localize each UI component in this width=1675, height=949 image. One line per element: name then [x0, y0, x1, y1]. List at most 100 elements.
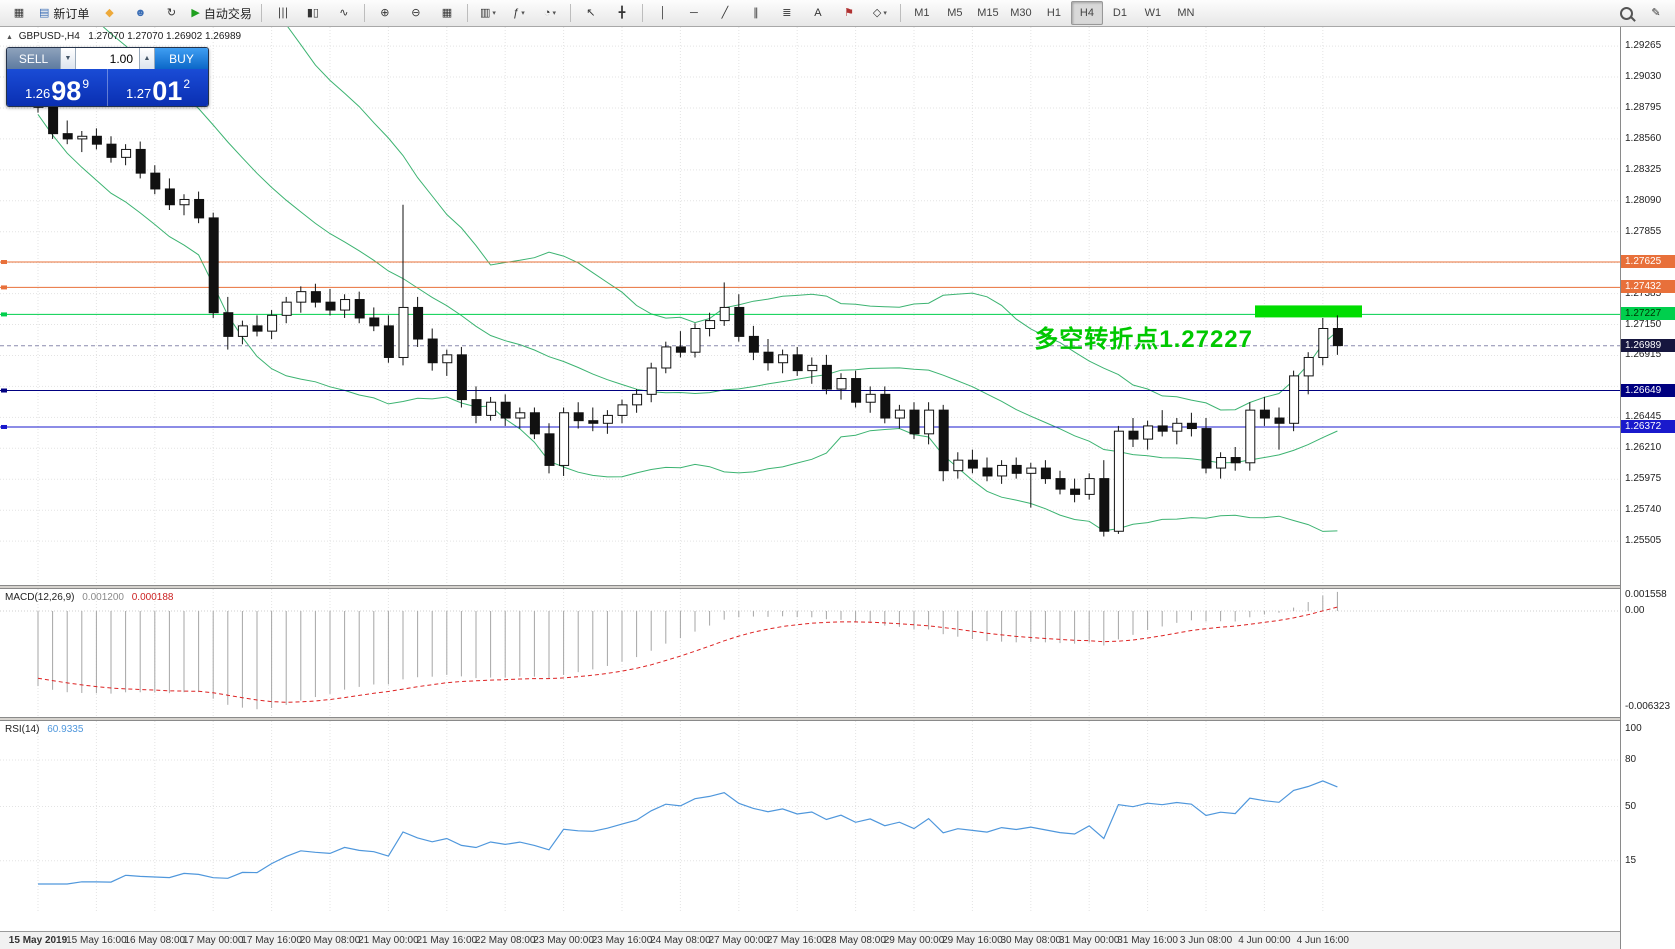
time-axis-label: 27 May 00:00	[708, 935, 770, 946]
macd-canvas[interactable]	[0, 589, 1620, 717]
tile-icon: ▦	[441, 6, 453, 19]
rsi-canvas[interactable]	[0, 721, 1620, 913]
annotation-text[interactable]: 多空转折点1.27227	[1034, 326, 1253, 353]
timeframe-w1-button[interactable]: W1	[1144, 7, 1162, 19]
vertical-line-button[interactable]: │	[648, 1, 678, 25]
line-chart-button[interactable]: ∿	[329, 1, 359, 25]
bar-chart-button[interactable]: ∣∣∣	[267, 1, 297, 25]
candle	[1113, 430, 1124, 532]
candle	[851, 378, 862, 403]
autotrading-label: 自动交易	[203, 6, 252, 21]
candle	[456, 354, 467, 401]
candle	[763, 351, 774, 364]
time-axis[interactable]: 15 May 2019 15 May 16:00 16 May 08:00 17 Ma…	[0, 931, 1620, 949]
zoom-out-button[interactable]: ⊖	[401, 1, 431, 25]
text-button[interactable]: A	[803, 1, 833, 25]
timeframe-m30-button[interactable]: M30	[1010, 7, 1032, 19]
candle	[617, 404, 628, 416]
candle	[909, 409, 920, 435]
market-watch-button[interactable]: ◆	[94, 1, 124, 25]
periods-button[interactable]: ◔ ▾	[535, 1, 565, 25]
navigator-button[interactable]: ↻	[156, 1, 186, 25]
toolbar-separator	[363, 4, 365, 22]
highlight-rect	[1255, 305, 1362, 318]
candle	[1099, 478, 1110, 532]
clock-icon: ◔	[543, 6, 551, 19]
cursor-button[interactable]: ↖	[576, 1, 606, 25]
autotrading-button[interactable]: ▶ 自动交易	[187, 1, 255, 25]
timeframe-d1-button[interactable]: D1	[1112, 7, 1127, 19]
price-axis-label: 1.25740	[1625, 504, 1662, 516]
candle	[690, 328, 701, 353]
trendline-button[interactable]: ╱	[710, 1, 740, 25]
candle	[573, 412, 584, 422]
candle	[91, 135, 102, 145]
buy-button[interactable]: BUY	[155, 48, 208, 69]
candle	[340, 299, 351, 311]
cursor-icon: ↖	[586, 6, 596, 19]
tile-windows-button[interactable]: ▦	[432, 1, 462, 25]
fibonacci-button[interactable]: ≣	[772, 1, 802, 25]
candle	[1143, 425, 1154, 440]
label-button[interactable]: ⚑	[834, 1, 864, 25]
time-axis-label: 16 May 08:00	[124, 935, 186, 946]
edit-button[interactable]: ✎	[1641, 1, 1671, 25]
candle	[325, 301, 336, 311]
candle	[48, 106, 59, 135]
panel-separator[interactable]	[0, 585, 1620, 589]
candle	[1186, 422, 1197, 430]
toolbar-separator	[641, 4, 643, 22]
candle	[967, 459, 978, 469]
candle	[1172, 422, 1183, 432]
candle	[792, 354, 803, 372]
timeframe-m1-button[interactable]: M1	[914, 7, 930, 19]
play-icon: ▶	[191, 6, 200, 19]
vertical-line-icon: │	[659, 6, 667, 19]
timeframe-m15-button[interactable]: M15	[977, 7, 999, 19]
time-axis-label: 17 May 00:00	[182, 935, 244, 946]
time-axis-label: 15 May 2019	[8, 935, 68, 946]
candle	[938, 409, 949, 472]
data-window-button[interactable]: ☻	[125, 1, 155, 25]
indicators-button[interactable]: ƒ ▾	[504, 1, 534, 25]
toolbar-separator	[569, 4, 571, 22]
shapes-button[interactable]: ◇ ▾	[865, 1, 895, 25]
timeframe-mn-button[interactable]: MN	[1177, 7, 1195, 19]
buy-price[interactable]: 1.27 01 2	[125, 76, 191, 106]
price-axis-label: 1.27855	[1625, 225, 1662, 237]
main-chart-panel: ▲ GBPUSD-,H4 1.27070 1.27070 1.26902 1.2…	[0, 27, 1620, 585]
candle	[880, 393, 891, 419]
volume-decrease-button[interactable]: ▼	[60, 48, 76, 69]
volume-input[interactable]	[76, 50, 139, 67]
price-chart-canvas[interactable]	[0, 27, 1620, 585]
candle	[748, 335, 759, 353]
templates-button[interactable]: ▥ ▾	[473, 1, 503, 25]
crosshair-button[interactable]: ╋	[607, 1, 637, 25]
candlestick-chart-button[interactable]: ▮▯	[298, 1, 328, 25]
shapes-icon: ◇	[872, 6, 882, 19]
search-button[interactable]	[1611, 1, 1641, 25]
price-axis-label: 1.26445	[1625, 411, 1662, 423]
sell-button[interactable]: SELL	[7, 48, 60, 69]
new-order-button[interactable]: ▤ 新订单	[35, 1, 93, 25]
timeframe-m5-button[interactable]: M5	[947, 7, 963, 19]
sell-price[interactable]: 1.26 98 9	[7, 69, 108, 106]
rsi-axis-label: 80	[1625, 754, 1637, 765]
line-icon: ∿	[339, 6, 349, 19]
timeframe-h4-button[interactable]: H4	[1070, 1, 1103, 25]
price-axis-label: 1.29265	[1625, 40, 1662, 52]
volume-increase-button[interactable]: ▲	[139, 48, 155, 69]
panel-separator[interactable]	[0, 717, 1620, 721]
horizontal-line-button[interactable]: ─	[679, 1, 709, 25]
candle	[1332, 328, 1343, 347]
candle	[1084, 478, 1095, 495]
terminal-button[interactable]: ▦	[4, 1, 34, 25]
time-axis-label: 22 May 08:00	[474, 935, 536, 946]
fibonacci-icon: ≣	[782, 6, 792, 19]
zoom-in-button[interactable]: ⊕	[370, 1, 400, 25]
channel-button[interactable]: ∥	[741, 1, 771, 25]
candle	[413, 306, 424, 340]
price-axis[interactable]: 1.29265 1.29030 1.28795 1.28560 1.28325 1.280…	[1620, 27, 1675, 949]
timeframe-h1-button[interactable]: H1	[1046, 7, 1061, 19]
chart-ohlc: 1.27070 1.27070 1.26902 1.26989	[88, 31, 242, 42]
